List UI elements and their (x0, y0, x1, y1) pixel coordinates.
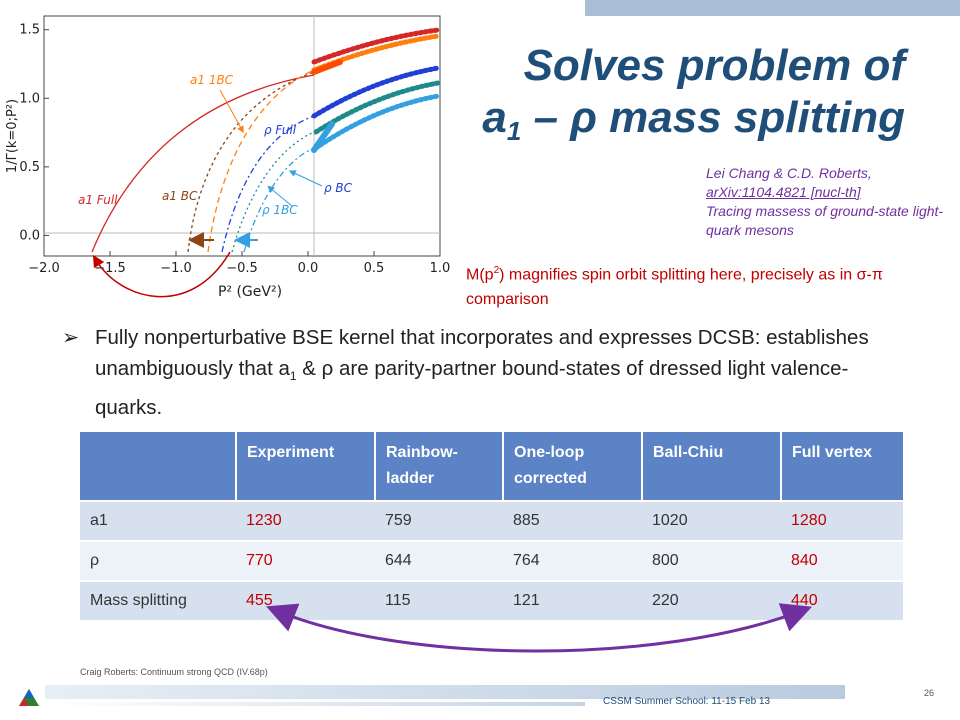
series-rho-1bc-dots (313, 93, 441, 151)
label-a1-1bc: a1 1BC (190, 73, 234, 87)
series-a1-segment (311, 59, 343, 75)
cell-experiment: 770 (236, 540, 375, 581)
series-rho-1bc-segment (311, 121, 335, 153)
y-tick-label: 0.0 (19, 228, 40, 243)
header-rainbow-ladder: Rainbow-ladder (375, 432, 504, 501)
row-label: a1 (80, 500, 236, 541)
row-label: Mass splitting (80, 580, 236, 620)
spin-orbit-note: M(p2) magnifies spin orbit splitting her… (466, 258, 886, 312)
table-header-row: Experiment Rainbow-ladder One-loop corre… (80, 432, 903, 501)
cell-full-vertex: 840 (781, 540, 903, 581)
series-a1-full-curve (91, 74, 315, 253)
series-a1-dots (311, 27, 441, 65)
reference-title: Tracing massess of ground-state light-qu… (706, 203, 944, 238)
bullet-text-sub: 1 (289, 369, 297, 384)
x-tick-label: −1.0 (160, 261, 192, 276)
bullet-text-pre: Fully nonperturbative BSE kernel that in… (95, 326, 869, 380)
pointer-rho-bc (288, 170, 323, 187)
institution-logo-icon (19, 689, 39, 706)
x-tick-label: 0.0 (298, 261, 319, 276)
note-sup: 2 (493, 265, 500, 276)
bullet-text: Fully nonperturbative BSE kernel that in… (95, 322, 895, 423)
cell-ball-chiu: 1020 (642, 500, 781, 541)
cell-full-vertex: 1280 (781, 500, 903, 541)
cell-rainbow-ladder: 644 (375, 540, 503, 581)
title-rest: – ρ mass splitting (521, 93, 905, 142)
header-ball-chiu: Ball-Chiu (642, 432, 782, 501)
reference-block: Lei Chang & C.D. Roberts, arXiv:1104.482… (706, 164, 956, 240)
table-row: a1 1230 759 885 1020 1280 (80, 500, 903, 541)
label-rho-bc: ρ BC (324, 181, 353, 195)
cell-rainbow-ladder: 759 (375, 500, 503, 541)
footer-bar (45, 685, 845, 699)
series-rho-full-curve (221, 115, 315, 253)
series-rho-full-dots (311, 65, 441, 119)
y-axis-label: 1/Γ(k=0;P²) (5, 99, 20, 173)
row-label: ρ (80, 540, 236, 581)
cell-one-loop: 764 (503, 540, 642, 581)
title-a-sub: 1 (506, 116, 522, 146)
header-experiment: Experiment (236, 432, 376, 501)
bullet-arrow-icon: ➢ (62, 326, 80, 349)
event-footer: CSSM Summer School: 11-15 Feb 13 (603, 696, 771, 707)
presenter-footer: Craig Roberts: Continuum strong QCD (IV.… (80, 667, 268, 677)
x-tick-label: −2.0 (28, 261, 60, 276)
table-row: ρ 770 644 764 800 840 (80, 540, 903, 581)
note-post: ) magnifies spin orbit splitting here, p… (466, 266, 883, 309)
plot-frame (43, 15, 441, 257)
arrow-splitting-curve (92, 251, 231, 298)
reference-authors: Lei Chang & C.D. Roberts, (706, 165, 872, 181)
comparison-double-arrow (266, 603, 813, 653)
vertex-function-chart: 0.00.51.01.5 −2.0 −1.5 −1.0 −0.5 0.0 0.5 1.0 1… (5, 15, 451, 300)
header-one-loop: One-loop corrected (503, 432, 643, 501)
footer-line (45, 702, 585, 706)
x-tick-label: 1.0 (430, 261, 451, 276)
reference-arxiv-link[interactable]: arXiv:1104.4821 [nucl-th] (706, 184, 861, 200)
title-line1: Solves problem of (523, 41, 905, 90)
x-tick-label: −0.5 (226, 261, 258, 276)
label-a1-bc: a1 BC (162, 189, 198, 203)
title-a: a (482, 93, 507, 142)
series-a1-bc-curve (187, 71, 315, 253)
header-empty (80, 432, 237, 501)
y-tick-label: 1.5 (19, 23, 40, 38)
y-tick-label: 1.0 (19, 91, 40, 106)
label-a1-full: a1 Full (78, 193, 118, 207)
pointer-rho-1bc (267, 185, 293, 207)
mass-splitting-table: Experiment Rainbow-ladder One-loop corre… (80, 432, 903, 620)
cell-one-loop: 885 (503, 500, 642, 541)
bullet-text-post: & ρ are parity-partner bound-states of d… (95, 357, 849, 420)
cell-experiment: 1230 (236, 500, 375, 541)
label-rho-1bc: ρ 1BC (262, 203, 298, 217)
header-full-vertex: Full vertex (781, 432, 903, 501)
x-axis-label: P² (GeV²) (218, 284, 282, 300)
x-tick-label: 0.5 (364, 261, 385, 276)
cell-ball-chiu: 800 (642, 540, 781, 581)
slide-title: Solves problem of a1 – ρ mass splitting (425, 40, 905, 157)
series-rho-bc-curve (231, 131, 315, 253)
label-rho-full: ρ Full (264, 123, 297, 137)
y-tick-label: 0.5 (19, 160, 40, 175)
page-number: 26 (924, 688, 935, 698)
title-line2: a1 – ρ mass splitting (425, 92, 905, 157)
top-accent-bar (585, 0, 960, 16)
pointer-a1-1bc (219, 89, 244, 134)
note-pre: M(p (466, 266, 494, 284)
